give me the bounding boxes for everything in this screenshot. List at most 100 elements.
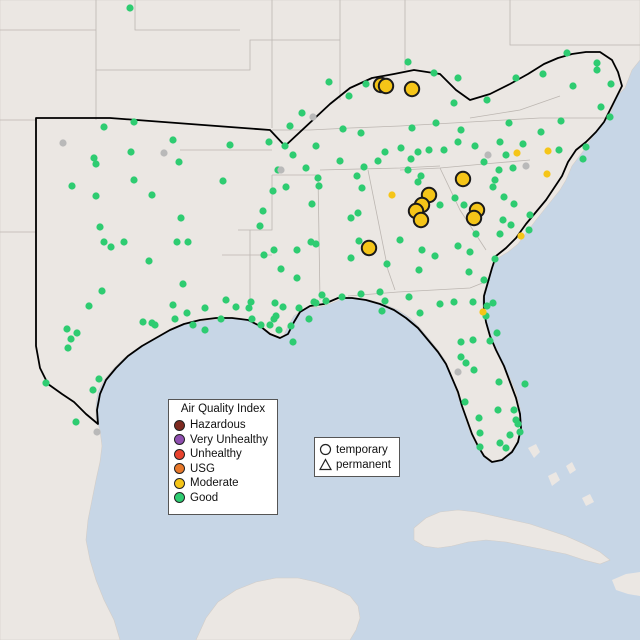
good-monitor-dot[interactable] xyxy=(270,246,278,254)
good-monitor-dot[interactable] xyxy=(486,337,494,345)
good-monitor-dot[interactable] xyxy=(469,298,477,306)
good-monitor-dot[interactable] xyxy=(466,248,474,256)
good-monitor-dot[interactable] xyxy=(362,80,370,88)
moderate-temporary-monitor[interactable] xyxy=(360,239,378,257)
good-monitor-dot[interactable] xyxy=(495,378,503,386)
good-monitor-dot[interactable] xyxy=(495,166,503,174)
good-monitor-dot[interactable] xyxy=(305,315,313,323)
good-monitor-dot[interactable] xyxy=(148,191,156,199)
good-monitor-dot[interactable] xyxy=(378,307,386,315)
good-monitor-dot[interactable] xyxy=(480,158,488,166)
good-monitor-dot[interactable] xyxy=(436,300,444,308)
good-monitor-dot[interactable] xyxy=(381,148,389,156)
good-monitor-dot[interactable] xyxy=(569,82,577,90)
good-monitor-dot[interactable] xyxy=(496,230,504,238)
good-monitor-dot[interactable] xyxy=(514,420,522,428)
moderate-monitor-dot[interactable] xyxy=(388,191,396,199)
good-monitor-dot[interactable] xyxy=(265,138,273,146)
good-monitor-dot[interactable] xyxy=(519,140,527,148)
good-monitor-dot[interactable] xyxy=(279,303,287,311)
good-monitor-dot[interactable] xyxy=(557,117,565,125)
good-monitor-dot[interactable] xyxy=(405,293,413,301)
good-monitor-dot[interactable] xyxy=(120,238,128,246)
good-monitor-dot[interactable] xyxy=(307,238,315,246)
nodata-monitor-dot[interactable] xyxy=(59,139,67,147)
good-monitor-dot[interactable] xyxy=(339,125,347,133)
nodata-monitor-dot[interactable] xyxy=(454,368,462,376)
good-monitor-dot[interactable] xyxy=(219,177,227,185)
good-monitor-dot[interactable] xyxy=(489,183,497,191)
good-monitor-dot[interactable] xyxy=(260,251,268,259)
good-monitor-dot[interactable] xyxy=(510,200,518,208)
good-monitor-dot[interactable] xyxy=(171,315,179,323)
good-monitor-dot[interactable] xyxy=(95,375,103,383)
good-monitor-dot[interactable] xyxy=(597,103,605,111)
good-monitor-dot[interactable] xyxy=(451,194,459,202)
good-monitor-dot[interactable] xyxy=(526,211,534,219)
good-monitor-dot[interactable] xyxy=(521,380,529,388)
good-monitor-dot[interactable] xyxy=(493,329,501,337)
good-monitor-dot[interactable] xyxy=(271,299,279,307)
good-monitor-dot[interactable] xyxy=(358,184,366,192)
good-monitor-dot[interactable] xyxy=(462,359,470,367)
good-monitor-dot[interactable] xyxy=(418,246,426,254)
good-monitor-dot[interactable] xyxy=(537,128,545,136)
good-monitor-dot[interactable] xyxy=(430,69,438,77)
good-monitor-dot[interactable] xyxy=(454,242,462,250)
good-monitor-dot[interactable] xyxy=(404,166,412,174)
good-monitor-dot[interactable] xyxy=(217,315,225,323)
good-monitor-dot[interactable] xyxy=(408,124,416,132)
nodata-monitor-dot[interactable] xyxy=(93,428,101,436)
good-monitor-dot[interactable] xyxy=(130,118,138,126)
moderate-monitor-dot[interactable] xyxy=(479,308,487,316)
good-monitor-dot[interactable] xyxy=(579,155,587,163)
good-monitor-dot[interactable] xyxy=(92,192,100,200)
good-monitor-dot[interactable] xyxy=(275,326,283,334)
good-monitor-dot[interactable] xyxy=(502,151,510,159)
good-monitor-dot[interactable] xyxy=(281,142,289,150)
good-monitor-dot[interactable] xyxy=(325,78,333,86)
good-monitor-dot[interactable] xyxy=(469,336,477,344)
good-monitor-dot[interactable] xyxy=(175,158,183,166)
good-monitor-dot[interactable] xyxy=(100,123,108,131)
good-monitor-dot[interactable] xyxy=(173,238,181,246)
good-monitor-dot[interactable] xyxy=(222,296,230,304)
good-monitor-dot[interactable] xyxy=(436,201,444,209)
good-monitor-dot[interactable] xyxy=(457,338,465,346)
nodata-monitor-dot[interactable] xyxy=(484,151,492,159)
good-monitor-dot[interactable] xyxy=(270,315,278,323)
good-monitor-dot[interactable] xyxy=(431,252,439,260)
moderate-monitor-dot[interactable] xyxy=(513,149,521,157)
good-monitor-dot[interactable] xyxy=(295,304,303,312)
good-monitor-dot[interactable] xyxy=(607,80,615,88)
good-monitor-dot[interactable] xyxy=(266,321,274,329)
good-monitor-dot[interactable] xyxy=(201,304,209,312)
good-monitor-dot[interactable] xyxy=(259,207,267,215)
good-monitor-dot[interactable] xyxy=(506,431,514,439)
good-monitor-dot[interactable] xyxy=(286,122,294,130)
good-monitor-dot[interactable] xyxy=(440,146,448,154)
good-monitor-dot[interactable] xyxy=(312,299,320,307)
good-monitor-dot[interactable] xyxy=(73,329,81,337)
good-monitor-dot[interactable] xyxy=(177,214,185,222)
good-monitor-dot[interactable] xyxy=(461,398,469,406)
good-monitor-dot[interactable] xyxy=(184,238,192,246)
good-monitor-dot[interactable] xyxy=(512,74,520,82)
good-monitor-dot[interactable] xyxy=(357,129,365,137)
good-monitor-dot[interactable] xyxy=(318,291,326,299)
good-monitor-dot[interactable] xyxy=(353,172,361,180)
good-monitor-dot[interactable] xyxy=(425,146,433,154)
moderate-monitor-dot[interactable] xyxy=(544,147,552,155)
good-monitor-dot[interactable] xyxy=(345,92,353,100)
good-monitor-dot[interactable] xyxy=(539,70,547,78)
good-monitor-dot[interactable] xyxy=(322,297,330,305)
good-monitor-dot[interactable] xyxy=(516,428,524,436)
good-monitor-dot[interactable] xyxy=(64,344,72,352)
good-monitor-dot[interactable] xyxy=(491,255,499,263)
good-monitor-dot[interactable] xyxy=(169,136,177,144)
good-monitor-dot[interactable] xyxy=(454,138,462,146)
good-monitor-dot[interactable] xyxy=(507,221,515,229)
good-monitor-dot[interactable] xyxy=(42,379,50,387)
good-monitor-dot[interactable] xyxy=(417,172,425,180)
good-monitor-dot[interactable] xyxy=(298,109,306,117)
